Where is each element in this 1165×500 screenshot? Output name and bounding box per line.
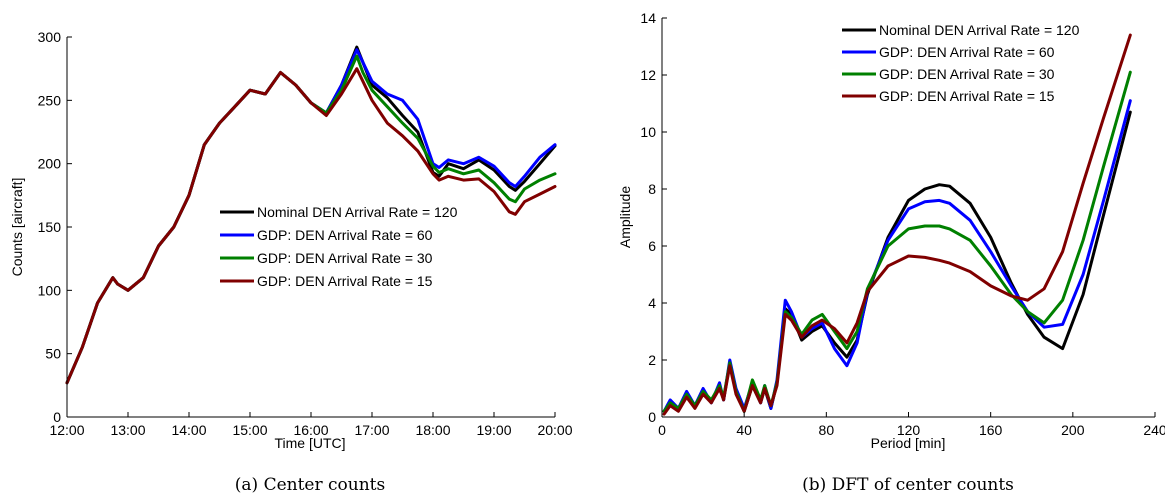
legend-label-3: GDP: DEN Arrival Rate = 15 [879, 88, 1055, 104]
y-tick-label: 100 [38, 282, 62, 298]
ticks-a: 12:00 13:00 14:00 15:00 16:00 17:00 18:00 19:00… [38, 29, 573, 438]
y-tick-label: 10 [640, 124, 656, 140]
x-axis-label: Time [UTC] [274, 435, 345, 451]
x-tick-label: 160 [979, 422, 1003, 438]
series-layer-a [65, 45, 557, 385]
caption-b: (b) DFT of center counts [802, 475, 1014, 495]
legend-label-3: GDP: DEN Arrival Rate = 15 [257, 273, 433, 289]
y-tick-label: 0 [648, 409, 656, 425]
y-tick-label: 300 [38, 29, 62, 45]
y-tick-label: 8 [648, 181, 656, 197]
x-tick-label: 120 [897, 422, 921, 438]
x-tick-label: 18:00 [415, 422, 450, 438]
x-tick-label: 240 [1143, 422, 1165, 438]
y-tick-label: 4 [648, 295, 656, 311]
y-tick-label: 2 [648, 352, 656, 368]
y-axis-label: Counts [aircraft] [9, 178, 25, 277]
series-line-2 [662, 70, 1132, 413]
legend-b: Nominal DEN Arrival Rate = 120 GDP: DEN A… [842, 22, 1080, 104]
legend-label-1: GDP: DEN Arrival Rate = 60 [879, 44, 1055, 60]
x-tick-label: 200 [1061, 422, 1085, 438]
series-line-3 [65, 67, 557, 385]
x-tick-label: 0 [658, 422, 666, 438]
chart-dft-center-counts: 0 40 80 120 160 200 240 0 2 4 6 8 10 12 14 Period [min… [617, 10, 1165, 495]
x-tick-label: 14:00 [171, 422, 206, 438]
series-line-3 [662, 33, 1132, 416]
y-tick-label: 50 [45, 346, 61, 362]
y-axis-label: Amplitude [617, 186, 633, 248]
y-tick-label: 200 [38, 156, 62, 172]
y-tick-label: 14 [640, 10, 656, 26]
y-tick-label: 250 [38, 92, 62, 108]
x-tick-label: 20:00 [537, 422, 572, 438]
legend-a: Nominal DEN Arrival Rate = 120 GDP: DEN A… [220, 204, 458, 289]
chart-center-counts: 12:00 13:00 14:00 15:00 16:00 17:00 18:00 19:00… [9, 29, 573, 495]
x-tick-label: 13:00 [110, 422, 145, 438]
legend-label-0: Nominal DEN Arrival Rate = 120 [879, 22, 1080, 38]
series-layer-b [662, 33, 1132, 416]
y-tick-label: 6 [648, 238, 656, 254]
y-tick-label: 0 [53, 409, 61, 425]
x-tick-label: 17:00 [354, 422, 389, 438]
x-tick-label: 16:00 [293, 422, 328, 438]
caption-a: (a) Center counts [235, 475, 385, 495]
x-tick-label: 19:00 [476, 422, 511, 438]
y-tick-label: 12 [640, 67, 656, 83]
x-tick-label: 40 [736, 422, 752, 438]
legend-label-1: GDP: DEN Arrival Rate = 60 [257, 227, 433, 243]
ticks-b: 0 40 80 120 160 200 240 0 2 4 6 8 10 12 14 [640, 10, 1165, 438]
y-tick-label: 150 [38, 219, 62, 235]
x-tick-label: 15:00 [232, 422, 267, 438]
legend-label-0: Nominal DEN Arrival Rate = 120 [257, 204, 458, 220]
x-axis-label: Period [min] [871, 435, 946, 451]
x-tick-label: 80 [819, 422, 835, 438]
x-tick-label: 12:00 [49, 422, 84, 438]
legend-label-2: GDP: DEN Arrival Rate = 30 [879, 66, 1055, 82]
legend-label-2: GDP: DEN Arrival Rate = 30 [257, 250, 433, 266]
